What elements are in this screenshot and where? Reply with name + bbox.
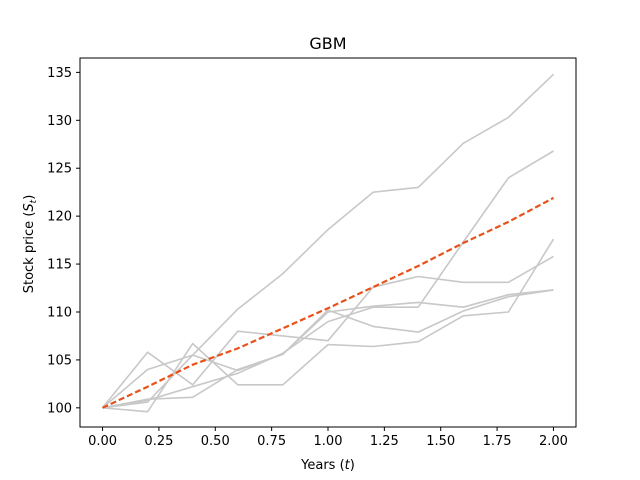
expected-path-line <box>102 196 555 409</box>
y-tick-label: 135 <box>47 66 72 81</box>
y-axis-title: Stock price (St) <box>22 195 39 294</box>
x-tick-label: 1.75 <box>483 434 512 449</box>
plot-frame <box>79 57 577 428</box>
x-tick-label: 0.00 <box>88 434 117 449</box>
y-tick-label: 130 <box>47 114 72 129</box>
x-tick-label: 2.00 <box>539 434 568 449</box>
x-tick-label: 1.25 <box>370 434 399 449</box>
chart-title: GBM <box>309 34 346 53</box>
x-tick-label: 1.50 <box>426 434 455 449</box>
x-tick-label: 0.50 <box>201 434 230 449</box>
plot-area <box>79 57 577 428</box>
y-tick-label: 110 <box>47 305 72 320</box>
y-tick-label: 115 <box>47 258 72 273</box>
y-tick-label: 120 <box>47 210 72 225</box>
y-tick-label: 125 <box>47 162 72 177</box>
x-tick-label: 0.25 <box>144 434 173 449</box>
x-tick-label: 1.00 <box>314 434 343 449</box>
simulated-path-line-3 <box>101 255 554 409</box>
x-axis-title: Years (t) <box>300 458 355 473</box>
simulated-path-line-5 <box>102 238 555 413</box>
simulated-path-line-1 <box>102 73 555 409</box>
x-tick-label: 0.75 <box>257 434 286 449</box>
simulated-path-line-4 <box>101 289 554 409</box>
axes-layer: 0.00 0.25 0.50 0.75 1.00 1.25 1.50 1.75 2.00 100 1… <box>47 66 568 449</box>
simulated-path-line-2 <box>102 150 554 409</box>
y-tick-label: 100 <box>47 401 72 416</box>
series-layer <box>101 73 555 413</box>
y-tick-label: 105 <box>47 353 72 368</box>
simulated-path-line-6 <box>102 289 554 409</box>
